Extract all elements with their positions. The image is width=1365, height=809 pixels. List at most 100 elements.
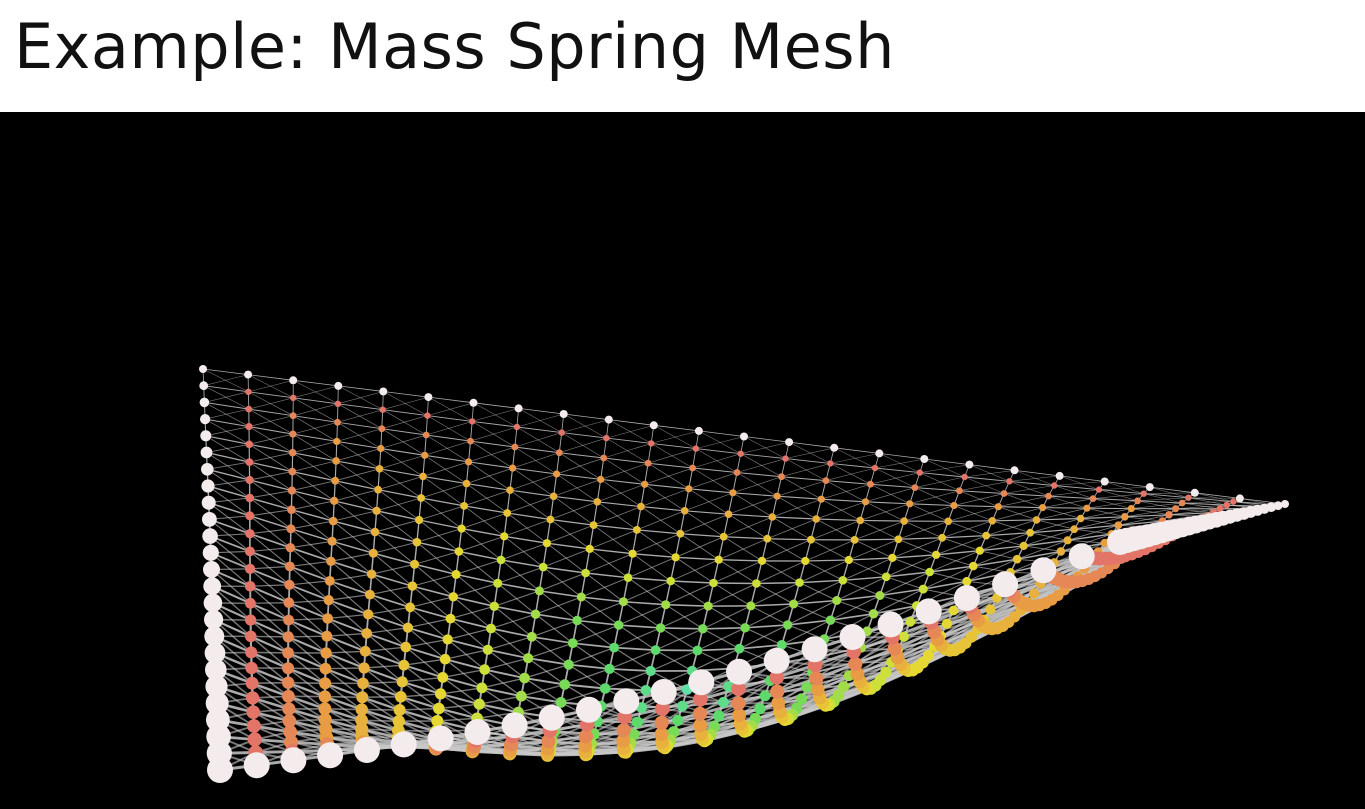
- spring-line: [461, 512, 508, 530]
- spring-line: [879, 453, 920, 473]
- mass-node: [282, 676, 295, 689]
- mass-node: [597, 475, 605, 483]
- mass-node: [714, 555, 723, 564]
- mass-node: [782, 455, 789, 462]
- mass-node: [289, 430, 297, 438]
- spring-line: [600, 457, 605, 480]
- spring-line: [723, 680, 771, 703]
- mass-node: [636, 702, 647, 713]
- boundary-mass-node: [650, 679, 677, 705]
- spring-line: [333, 510, 377, 522]
- spring-line: [1059, 475, 1100, 490]
- mass-node: [321, 630, 333, 642]
- boundary-mass-node: [920, 455, 929, 463]
- spring-line: [810, 539, 850, 561]
- spring-line: [713, 560, 763, 584]
- spring-line: [793, 603, 831, 621]
- spring-line: [636, 506, 642, 531]
- spring-line: [597, 501, 642, 508]
- spring-line: [292, 460, 337, 472]
- mass-node: [825, 615, 836, 625]
- spring-line: [744, 603, 794, 629]
- spring-line: [422, 475, 467, 485]
- spring-line: [399, 708, 438, 723]
- mass-node: [648, 440, 655, 447]
- spring-line: [842, 576, 887, 582]
- spring-line: [834, 447, 876, 469]
- spring-line: [767, 538, 811, 541]
- spring-line: [535, 596, 582, 615]
- spring-line: [785, 447, 835, 459]
- spring-line: [324, 695, 363, 711]
- mass-node: [247, 732, 262, 747]
- mass-node: [783, 620, 793, 630]
- spring-line: [401, 680, 441, 695]
- mass-node: [956, 487, 963, 495]
- spring-line: [326, 650, 366, 654]
- spring-line: [929, 550, 980, 573]
- boundary-mass-node: [839, 624, 866, 650]
- spring-line: [334, 500, 377, 512]
- spring-line: [549, 496, 555, 520]
- spring-line: [870, 472, 920, 485]
- mass-node: [282, 631, 294, 643]
- mass-node: [906, 500, 914, 508]
- spring-line: [288, 708, 327, 730]
- spring-line: [479, 703, 519, 714]
- spring-line: [249, 568, 290, 586]
- spring-line: [287, 667, 326, 685]
- mass-node: [740, 623, 750, 633]
- spring-line: [494, 590, 540, 607]
- spring-line: [603, 457, 649, 464]
- mass-node: [812, 515, 820, 523]
- mass-node: [1076, 514, 1085, 523]
- spring-line: [514, 446, 560, 454]
- spring-line: [589, 548, 633, 555]
- spring-line: [447, 627, 492, 641]
- mass-node: [526, 631, 537, 642]
- mass-node: [283, 597, 295, 608]
- spring-line: [653, 424, 699, 432]
- spring-line: [249, 509, 292, 517]
- mass-node: [289, 412, 297, 420]
- spring-line: [453, 596, 495, 608]
- spring-line: [898, 520, 949, 540]
- spring-line: [581, 596, 624, 603]
- mass-node: [672, 714, 684, 727]
- spring-line: [376, 497, 422, 512]
- mass-node: [245, 405, 253, 413]
- spring-line: [516, 426, 562, 434]
- mass-node: [439, 653, 451, 665]
- mass-node: [467, 437, 474, 445]
- spring-line: [1054, 481, 1105, 486]
- spring-line: [420, 497, 465, 507]
- mass-node: [809, 671, 824, 686]
- spring-line: [414, 551, 460, 565]
- spring-line: [632, 553, 676, 558]
- mass-node: [671, 553, 680, 562]
- spring-line: [772, 516, 812, 541]
- mass-node: [1083, 504, 1091, 512]
- mass-node: [589, 521, 598, 529]
- spring-line: [504, 519, 551, 537]
- spring-line: [660, 605, 709, 629]
- mass-node: [1006, 478, 1013, 485]
- spring-line: [787, 600, 837, 626]
- spring-line: [416, 541, 460, 553]
- boundary-mass-node: [649, 421, 658, 430]
- mass-node: [661, 600, 671, 610]
- spring-line: [593, 524, 637, 531]
- mass-node: [245, 597, 256, 609]
- spring-line: [825, 467, 876, 481]
- mass-nodes: [199, 365, 1289, 783]
- spring-line: [516, 413, 564, 428]
- spring-line: [399, 707, 439, 711]
- mass-node: [616, 733, 631, 748]
- spring-line: [447, 638, 489, 651]
- spring-line: [576, 601, 624, 621]
- mass-node: [287, 486, 296, 495]
- mass-node: [363, 609, 374, 620]
- mass-node: [641, 480, 649, 488]
- mass-node: [944, 517, 952, 526]
- mass-node: [950, 501, 958, 510]
